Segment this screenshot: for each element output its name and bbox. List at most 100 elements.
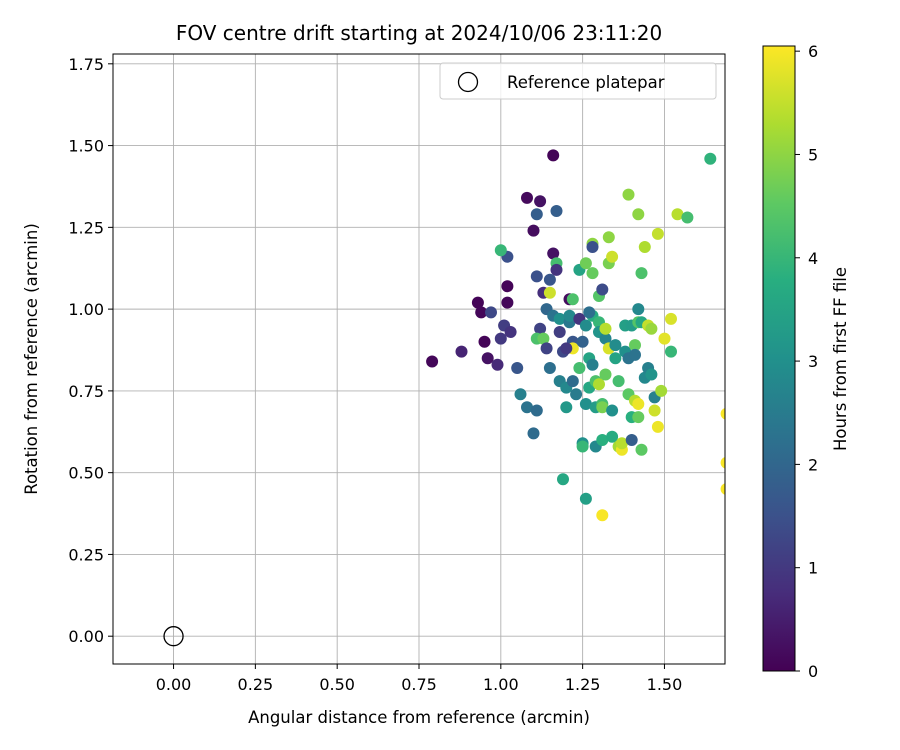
data-point [494, 332, 507, 345]
data-point [511, 362, 524, 374]
data-point [553, 312, 566, 325]
x-tick-label: 1.50 [647, 675, 683, 694]
data-point [720, 457, 725, 469]
y-tick-label: 0.25 [68, 545, 104, 564]
colorbar: 0 1 2 3 4 5 6 Hours from first FF file [762, 42, 850, 681]
data-point [481, 352, 494, 365]
colorbar-tick-label: 0 [808, 662, 818, 681]
data-point [504, 326, 517, 338]
data-point [576, 440, 589, 453]
data-point [475, 306, 488, 319]
x-tick-label: 0.00 [156, 675, 192, 694]
data-point [514, 388, 527, 401]
y-axis: 0.00 0.25 0.50 0.75 1.00 1.25 1.50 1.75 [68, 55, 113, 646]
data-point [560, 401, 573, 414]
data-point [501, 296, 514, 309]
data-point [632, 303, 645, 316]
data-point [596, 434, 609, 446]
data-point [629, 348, 641, 361]
data-point [579, 492, 592, 505]
data-point [632, 398, 645, 410]
data-point [681, 211, 694, 224]
data-point [606, 250, 619, 263]
data-point [566, 375, 579, 388]
data-point [593, 378, 605, 391]
data-point [625, 434, 638, 446]
data-point [527, 427, 540, 440]
reference-platepar-marker [163, 626, 184, 647]
data-point [599, 332, 612, 345]
data-point [553, 326, 566, 338]
data-point [658, 332, 671, 345]
data-point [560, 342, 573, 355]
data-point [455, 345, 468, 358]
data-point [651, 227, 664, 240]
x-tick-label: 0.50 [319, 675, 355, 694]
y-tick-label: 0.75 [68, 382, 104, 401]
data-point [521, 191, 533, 204]
data-point [665, 345, 677, 358]
data-point [645, 322, 658, 335]
data-point [537, 332, 550, 345]
data-point [645, 368, 658, 381]
data-point [573, 362, 586, 374]
data-point [596, 401, 609, 414]
data-point [547, 149, 560, 162]
data-point [530, 404, 543, 417]
colorbar-ticks: 0 1 2 3 4 5 6 [795, 42, 818, 681]
data-point [579, 398, 592, 410]
x-tick-label: 1.00 [483, 675, 519, 694]
data-point [570, 388, 583, 401]
data-point [543, 362, 556, 374]
data-point [665, 312, 677, 325]
data-point [638, 241, 651, 253]
data-point [586, 267, 599, 280]
colorbar-tick-label: 5 [808, 145, 818, 164]
data-point [557, 473, 569, 486]
data-point [596, 509, 609, 522]
data-point [566, 293, 579, 306]
data-point [501, 280, 514, 293]
y-axis-label: Rotation from reference (arcmin) [22, 223, 41, 495]
data-point [622, 188, 635, 201]
x-tick-label: 0.75 [401, 675, 437, 694]
data-point [586, 358, 599, 371]
y-tick-label: 0.50 [68, 464, 104, 483]
data-point [543, 273, 556, 286]
y-tick-label: 1.75 [68, 55, 104, 74]
data-point [635, 443, 648, 456]
data-point [655, 384, 668, 397]
data-point [530, 270, 543, 283]
data-point [704, 152, 717, 165]
data-point [426, 355, 439, 368]
data-point [576, 335, 589, 348]
x-axis: 0.00 0.25 0.50 0.75 1.00 1.25 1.50 [156, 664, 683, 694]
data-point [547, 247, 560, 260]
chart-title: FOV centre drift starting at 2024/10/06 … [176, 21, 662, 45]
data-point [491, 358, 504, 371]
data-point [632, 208, 645, 221]
data-point [609, 352, 622, 365]
x-tick-label: 1.25 [565, 675, 601, 694]
data-point [629, 339, 641, 352]
data-point [609, 339, 622, 352]
data-point [671, 208, 684, 221]
data-point [579, 257, 592, 270]
data-point [648, 404, 661, 417]
data-point [471, 296, 484, 309]
legend-label: Reference platepar [507, 73, 665, 92]
data-point [563, 309, 576, 322]
data-point [586, 241, 599, 253]
y-tick-label: 1.50 [68, 137, 104, 156]
grid [113, 54, 725, 664]
legend-marker [457, 71, 479, 93]
data-point [494, 244, 507, 257]
data-point [543, 286, 556, 299]
data-point [612, 375, 625, 388]
legend: Reference platepar [439, 62, 717, 100]
data-point [599, 322, 612, 335]
data-point [534, 322, 547, 335]
data-point [527, 224, 540, 237]
data-point [635, 267, 648, 280]
